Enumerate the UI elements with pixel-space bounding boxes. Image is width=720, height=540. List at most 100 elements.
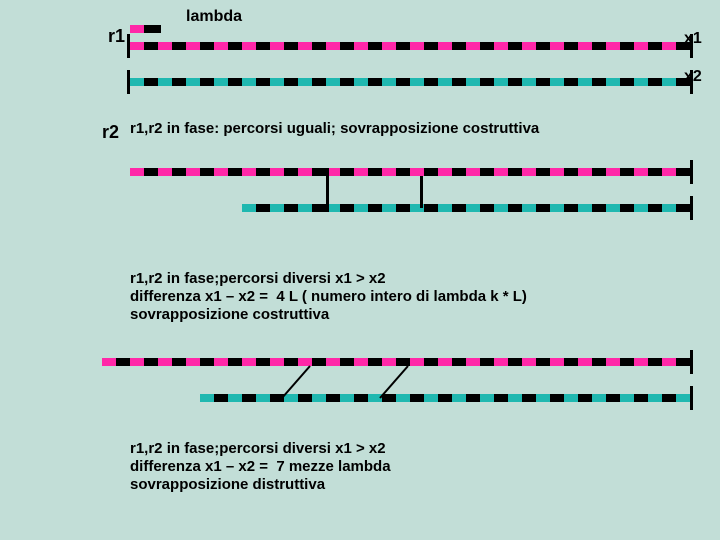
wave-seg: [592, 42, 606, 50]
wave-seg: [452, 204, 466, 212]
wave-seg: [256, 394, 270, 402]
wave-seg: [494, 204, 508, 212]
wave-seg: [606, 78, 620, 86]
wave-seg: [368, 168, 382, 176]
wave-seg: [648, 42, 662, 50]
wave-seg: [186, 168, 200, 176]
wave-seg: [410, 358, 424, 366]
wave-seg: [186, 42, 200, 50]
wave-seg: [228, 358, 242, 366]
wave-seg: [508, 204, 522, 212]
wave-seg: [676, 204, 690, 212]
wave-seg: [228, 168, 242, 176]
wave-seg: [340, 168, 354, 176]
wave-seg: [620, 358, 634, 366]
text-line: differenza x1 – x2 = 7 mezze lambda: [130, 458, 391, 476]
wave-seg: [116, 358, 130, 366]
wave-seg: [368, 42, 382, 50]
wave-seg: [242, 394, 256, 402]
wave-seg: [480, 42, 494, 50]
wave-seg: [270, 42, 284, 50]
wave-seg: [200, 78, 214, 86]
wave-seg: [438, 394, 452, 402]
wave-seg: [494, 78, 508, 86]
wave-seg: [214, 168, 228, 176]
wave-seg: [550, 168, 564, 176]
wave-seg: [606, 394, 620, 402]
wave-seg: [480, 168, 494, 176]
wave-seg: [284, 78, 298, 86]
wave-seg: [634, 204, 648, 212]
wave-seg: [466, 42, 480, 50]
wave-seg: [424, 78, 438, 86]
wave-seg: [578, 78, 592, 86]
wave-seg: [494, 42, 508, 50]
wave-seg: [452, 78, 466, 86]
wave-seg: [130, 42, 144, 50]
wave-start-bar: [127, 34, 130, 58]
wave-seg: [228, 394, 242, 402]
wave-seg: [242, 42, 256, 50]
wave-seg: [158, 168, 172, 176]
wave-seg: [438, 204, 452, 212]
text-line: sovrapposizione distruttiva: [130, 476, 391, 494]
wave-seg: [508, 42, 522, 50]
wave-seg: [312, 204, 326, 212]
wave-seg: [298, 78, 312, 86]
wave-seg: [508, 78, 522, 86]
wave-seg: [354, 78, 368, 86]
wave-seg: [354, 358, 368, 366]
wave-seg: [340, 78, 354, 86]
wave-seg: [284, 42, 298, 50]
wave-seg: [424, 204, 438, 212]
wave-seg: [326, 42, 340, 50]
label-r1: r1: [108, 26, 125, 47]
wave-seg: [354, 394, 368, 402]
join-vertical: [326, 168, 329, 212]
join-vertical: [420, 176, 423, 208]
wave-line: [130, 78, 690, 86]
wave-seg: [606, 42, 620, 50]
wave-seg: [214, 358, 228, 366]
wave-seg: [620, 78, 634, 86]
wave-seg: [256, 168, 270, 176]
wave-seg: [130, 168, 144, 176]
wave-seg: [550, 78, 564, 86]
wave-seg: [480, 204, 494, 212]
wave-seg: [550, 394, 564, 402]
wave-seg: [312, 168, 326, 176]
label-r2: r2: [102, 122, 119, 143]
wave-seg: [494, 168, 508, 176]
wave-seg: [466, 168, 480, 176]
wave-line: [242, 204, 690, 212]
wave-seg: [200, 42, 214, 50]
wave-seg: [214, 42, 228, 50]
wave-seg: [494, 394, 508, 402]
wave-seg: [550, 42, 564, 50]
wave-seg: [438, 78, 452, 86]
wave-seg: [214, 394, 228, 402]
wave-end-bar: [690, 196, 693, 220]
wave-seg: [326, 394, 340, 402]
join-diagonal: [280, 364, 312, 400]
wave-seg: [578, 204, 592, 212]
wave-seg: [368, 204, 382, 212]
wave-seg: [620, 204, 634, 212]
wave-seg: [242, 168, 256, 176]
wave-seg: [606, 168, 620, 176]
wave-seg: [172, 42, 186, 50]
wave-end-bar: [690, 160, 693, 184]
wave-line: [130, 168, 690, 176]
wave-seg: [256, 42, 270, 50]
wave-seg: [662, 78, 676, 86]
wave-end-bar: [690, 34, 693, 58]
wave-seg: [592, 394, 606, 402]
wave-end-bar: [690, 386, 693, 410]
wave-seg: [508, 358, 522, 366]
wave-seg: [620, 42, 634, 50]
wave-seg: [410, 168, 424, 176]
text-block-t3: r1,r2 in fase;percorsi diversi x1 > x2di…: [130, 440, 391, 494]
wave-seg: [298, 204, 312, 212]
wave-seg: [312, 42, 326, 50]
wave-seg: [676, 42, 690, 50]
